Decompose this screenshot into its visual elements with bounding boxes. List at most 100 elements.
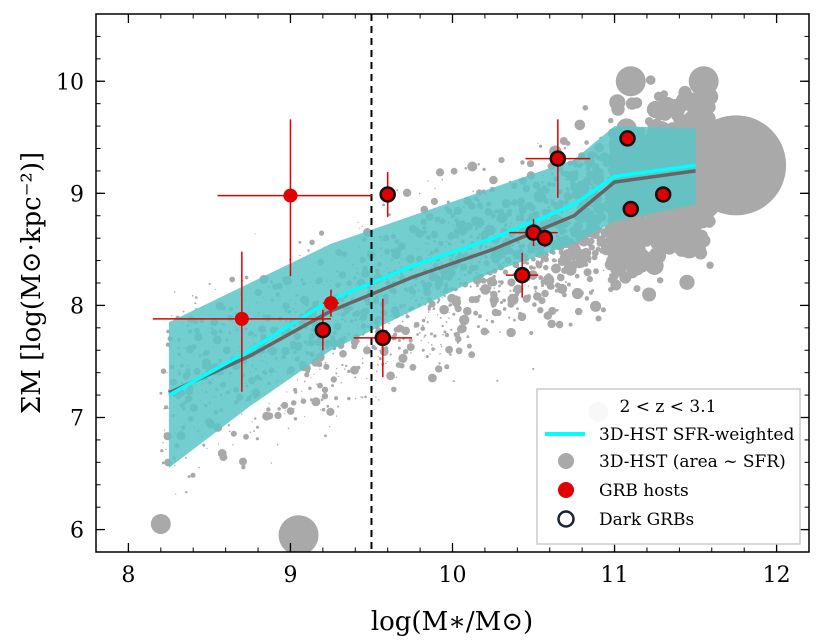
scatter-point	[425, 355, 429, 359]
legend-entry-3dhst: 3D-HST (area ~ SFR)	[599, 452, 786, 472]
scatter-point	[466, 310, 470, 314]
scatter-point	[476, 325, 480, 329]
scatter-point	[388, 322, 390, 325]
scatter-point	[427, 307, 431, 311]
scatter-point	[307, 249, 310, 252]
sfr-weighted-band	[168, 126, 696, 468]
scatter-point	[539, 144, 543, 148]
scatter-point	[396, 329, 399, 332]
scatter-point	[165, 448, 167, 450]
scatter-point	[493, 287, 496, 290]
scatter-point	[502, 298, 507, 303]
scatter-point	[174, 464, 176, 467]
scatter-point	[486, 319, 488, 322]
legend-entry-dark-grbs: Dark GRBs	[599, 510, 694, 530]
scatter-point	[529, 331, 534, 335]
scatter-point	[317, 382, 323, 389]
scatter-point	[446, 347, 449, 351]
scatter-point	[448, 304, 451, 307]
scatter-point	[406, 343, 415, 352]
scatter-point	[397, 339, 401, 342]
scatter-point	[162, 441, 164, 444]
scatter-point	[256, 425, 259, 429]
scatter-point	[366, 377, 368, 380]
scatter-point	[159, 391, 163, 395]
x-tick-label: 12	[763, 563, 791, 588]
scatter-point	[444, 333, 450, 338]
scatter-point	[468, 296, 476, 304]
scatter-point	[476, 282, 480, 285]
scatter-point	[336, 368, 338, 370]
scatter-point	[633, 285, 641, 293]
dark-grb-point	[513, 266, 531, 284]
scatter-point	[301, 397, 303, 399]
scatter-point	[219, 453, 228, 462]
scatter-point	[410, 352, 412, 354]
legend-entry-sfr-weighted: 3D-HST SFR-weighted	[599, 425, 794, 445]
scatter-point	[402, 349, 409, 355]
scatter-point	[528, 265, 534, 270]
y-tick-label: 7	[70, 407, 84, 432]
scatter-point	[337, 405, 340, 408]
scatter-point	[434, 187, 436, 190]
scatter-point	[299, 254, 301, 257]
legend-dark-ring	[557, 510, 575, 528]
scatter-point	[441, 324, 444, 328]
scatter-point	[599, 249, 604, 254]
scatter-point	[453, 331, 460, 338]
scatter-point	[428, 373, 437, 383]
scatter-point	[461, 322, 465, 326]
scatter-point	[347, 397, 351, 401]
band-layer	[168, 126, 696, 468]
scatter-point	[266, 407, 271, 412]
scatter-point	[354, 398, 357, 400]
scatter-point	[323, 363, 330, 370]
scatter-point	[386, 361, 388, 363]
scatter-point	[378, 350, 380, 352]
legend-title: 2 < z < 3.1	[620, 397, 717, 417]
scatter-point	[490, 319, 495, 324]
scatter-point	[473, 310, 479, 316]
scatter-point	[533, 292, 542, 301]
scatter-point	[600, 240, 605, 245]
scatter-point	[320, 409, 322, 411]
scatter-point	[356, 339, 360, 343]
scatter-point	[499, 280, 504, 285]
scatter-point	[507, 301, 515, 308]
scatter-point	[430, 197, 438, 206]
scatter-point	[538, 275, 543, 281]
scatter-point	[448, 312, 450, 314]
scatter-point	[293, 387, 298, 392]
scatter-point	[375, 396, 377, 398]
legend-box	[536, 388, 801, 545]
scatter-point	[626, 266, 639, 279]
scatter-point	[311, 397, 321, 407]
scatter-point	[375, 380, 377, 382]
scatter-point	[551, 263, 561, 274]
scatter-point	[377, 355, 379, 358]
scatter-point	[430, 344, 433, 346]
scatter-point	[561, 267, 568, 274]
scatter-point	[671, 98, 684, 111]
scatter-point	[565, 140, 571, 146]
scatter-point	[354, 376, 357, 379]
scatter-point	[660, 90, 668, 98]
scatter-point	[600, 230, 609, 238]
scatter-point	[339, 350, 347, 358]
scatter-point	[509, 282, 512, 286]
scatter-point	[673, 229, 689, 246]
scatter-point	[300, 398, 307, 405]
x-tick-label: 11	[601, 563, 629, 588]
scatter-point	[442, 333, 444, 336]
scatter-point	[492, 178, 497, 183]
scatter-point	[466, 343, 472, 349]
scatter-point	[509, 289, 512, 292]
scatter-point	[557, 257, 567, 266]
scatter-point	[254, 417, 257, 420]
dark-grb-point	[379, 186, 396, 203]
scatter-point	[185, 491, 188, 494]
scatter-point	[241, 465, 246, 470]
scatter-point	[459, 314, 470, 326]
scatter-point	[516, 292, 520, 295]
scatter-point	[502, 269, 509, 275]
